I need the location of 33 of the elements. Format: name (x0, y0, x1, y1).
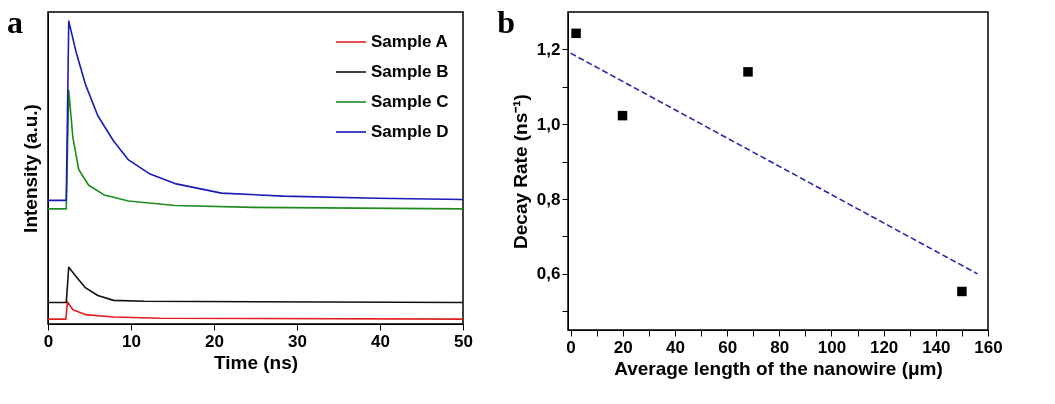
legend-label: Sample B (371, 62, 449, 81)
y-axis-title: Decay Rate (ns⁻¹) (509, 94, 531, 249)
y-tick-label: 1,0 (536, 114, 561, 134)
point (743, 67, 753, 77)
x-tick-label: 120 (869, 337, 899, 357)
y-tick-label: 0,6 (536, 264, 561, 284)
legend-label: Sample D (371, 122, 449, 141)
x-tick-label: 160 (974, 337, 1003, 357)
y-axis-title: Intensity (a.u.) (19, 104, 41, 233)
x-tick-label: 100 (817, 337, 847, 357)
point (617, 110, 628, 121)
x-tick-label: 50 (454, 331, 473, 351)
chart-title: b (497, 4, 516, 40)
x-tick-label: 30 (288, 331, 307, 351)
point (957, 286, 967, 297)
x-tick-label: 10 (122, 331, 141, 351)
x-tick-label: 0 (566, 337, 576, 357)
y-tick-label: 1,2 (536, 39, 561, 59)
x-tick-label: 0 (43, 331, 54, 351)
x-tick-label: 40 (666, 337, 685, 357)
x-tick-label: 40 (371, 331, 390, 351)
x-tick-label: 80 (770, 337, 790, 357)
legend-label: Sample C (371, 92, 449, 111)
y-tick-label: 0,8 (536, 189, 561, 209)
x-tick-label: 20 (613, 337, 633, 357)
legend-label: Sample A (371, 32, 448, 51)
x-axis-title: Time (ns) (213, 351, 299, 373)
point (571, 28, 581, 39)
x-tick-label: 140 (922, 337, 951, 357)
x-axis-title: Average length of the nanowire (μm) (614, 357, 943, 379)
x-tick-label: 60 (718, 337, 738, 357)
x-tick-label: 20 (205, 331, 224, 351)
chart-title: a (7, 4, 23, 40)
